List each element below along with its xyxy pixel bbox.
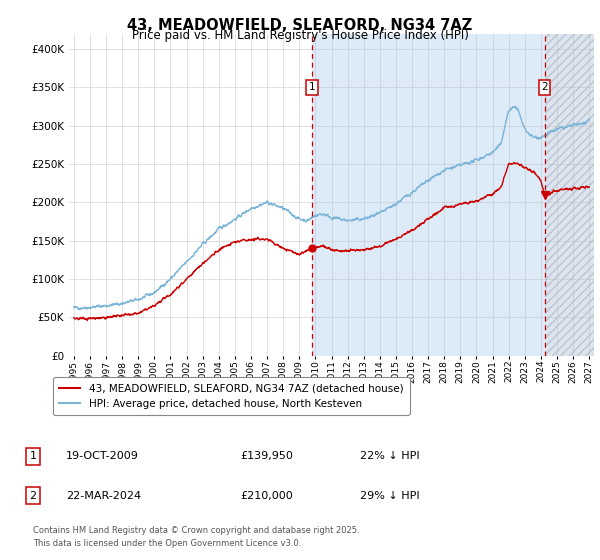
Text: 1: 1: [29, 451, 37, 461]
Text: £210,000: £210,000: [240, 491, 293, 501]
Bar: [312, 34, 545, 356]
Bar: [545, 34, 600, 356]
Text: £139,950: £139,950: [240, 451, 293, 461]
Text: 22-MAR-2024: 22-MAR-2024: [66, 491, 141, 501]
Legend: 43, MEADOWFIELD, SLEAFORD, NG34 7AZ (detached house), HPI: Average price, detach: 43, MEADOWFIELD, SLEAFORD, NG34 7AZ (det…: [53, 377, 409, 415]
Text: 1: 1: [309, 82, 316, 92]
Text: Price paid vs. HM Land Registry's House Price Index (HPI): Price paid vs. HM Land Registry's House …: [131, 29, 469, 42]
Text: 2: 2: [29, 491, 37, 501]
Text: 43, MEADOWFIELD, SLEAFORD, NG34 7AZ: 43, MEADOWFIELD, SLEAFORD, NG34 7AZ: [127, 18, 473, 33]
Text: 19-OCT-2009: 19-OCT-2009: [66, 451, 139, 461]
Text: This data is licensed under the Open Government Licence v3.0.: This data is licensed under the Open Gov…: [33, 539, 301, 548]
Text: Contains HM Land Registry data © Crown copyright and database right 2025.: Contains HM Land Registry data © Crown c…: [33, 526, 359, 535]
Text: 29% ↓ HPI: 29% ↓ HPI: [360, 491, 419, 501]
Text: 2: 2: [541, 82, 548, 92]
Text: 22% ↓ HPI: 22% ↓ HPI: [360, 451, 419, 461]
